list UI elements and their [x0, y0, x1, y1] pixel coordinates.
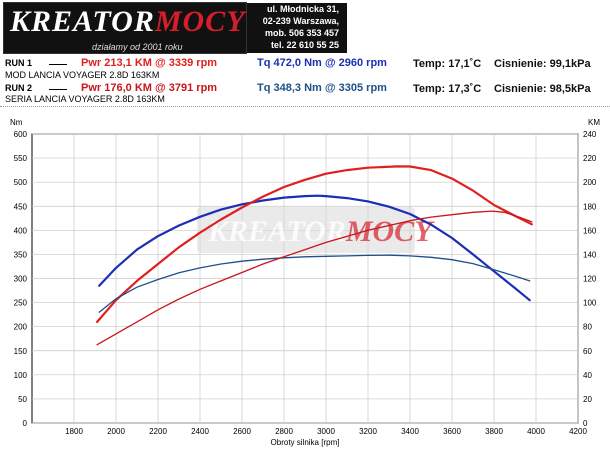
y-right-tick-label: 0 — [583, 419, 588, 428]
logo-brand-left: KREATOR — [10, 5, 155, 38]
x-tick-label: 3400 — [401, 427, 419, 436]
x-tick-label: 3800 — [485, 427, 503, 436]
header-separator — [0, 106, 610, 107]
chart-watermark: KREATORMOCY — [197, 207, 435, 253]
y-left-tick-label: 450 — [14, 202, 28, 211]
run1-label: RUN 1 — [5, 58, 33, 68]
y-right-tick-label: 80 — [583, 323, 592, 332]
y-left-tick-label: 100 — [14, 371, 28, 380]
run2-torque: Tq 348,3 Nm @ 3305 rpm — [257, 82, 387, 94]
x-tick-label: 1800 — [65, 427, 83, 436]
run1-temp: Temp: 17,1˚C — [413, 58, 482, 70]
y-right-tick-label: 20 — [583, 395, 592, 404]
dyno-chart: 0 50 100 150 200 250 300 350 400 450 500 550 600 0 20 4… — [10, 118, 600, 447]
y-right-tick-label: 220 — [583, 154, 597, 163]
run1-power: Pwr 213,1 KM @ 3339 rpm — [81, 57, 218, 69]
y-left-tick-label: 150 — [14, 347, 28, 356]
x-tick-label: 3600 — [443, 427, 461, 436]
run2-power: Pwr 176,0 KM @ 3791 rpm — [81, 82, 218, 94]
contact-phone: tel. 22 610 55 25 — [270, 40, 339, 50]
run2-pressure: Cisnienie: 98,5kPa — [494, 83, 591, 95]
y-right-tick-label: 200 — [583, 178, 597, 187]
run2-label: RUN 2 — [5, 83, 33, 93]
y-right-tick-label: 40 — [583, 371, 592, 380]
y-left-tick-label: 500 — [14, 178, 28, 187]
y-right-tick-label: 60 — [583, 347, 592, 356]
watermark-text: KREATORMOCY — [207, 215, 435, 248]
logo-brand-right: MOCY — [154, 5, 246, 38]
right-axis-unit: KM — [588, 118, 600, 127]
y-left-tick-label: 250 — [14, 299, 28, 308]
x-tick-label: 2800 — [275, 427, 293, 436]
chart-grid — [31, 133, 579, 424]
watermark-plate — [197, 207, 415, 253]
run1-line-symbol — [49, 64, 67, 65]
contact-address: ul. Młodnicka 31, — [266, 4, 339, 14]
left-axis-unit: Nm — [10, 118, 23, 127]
watermark-right: MOCY — [345, 215, 435, 248]
run2-name: SERIA LANCIA VOYAGER 2.8D 163KM — [5, 94, 165, 104]
logo-brand: KREATORMOCY — [10, 5, 245, 39]
run1-torque: Tq 472,0 Nm @ 2960 rpm — [257, 57, 387, 69]
run1-pressure: Cisnienie: 99,1kPa — [494, 58, 591, 70]
y-right-tick-label: 240 — [583, 130, 597, 139]
x-tick-label: 2600 — [233, 427, 251, 436]
y-left-tick-label: 200 — [14, 323, 28, 332]
chart-labels: Nm KM Obroty silnika [rpm] — [10, 118, 600, 447]
y-right-tick-label: 100 — [583, 299, 597, 308]
x-tick-label: 3200 — [359, 427, 377, 436]
x-tick-label: 2400 — [191, 427, 209, 436]
watermark-left: KREATOR — [207, 215, 346, 248]
run1-power-series — [95, 165, 533, 323]
run2-torque-series — [98, 254, 531, 313]
y-left-tick-label: 600 — [14, 130, 28, 139]
y-right-tick-label: 120 — [583, 275, 597, 284]
contact-city: 02-239 Warszawa, — [262, 16, 339, 26]
chart-axes: 0 50 100 150 200 250 300 350 400 450 500 550 600 0 20 4… — [14, 130, 597, 436]
y-right-tick-label: 160 — [583, 226, 597, 235]
chart-series — [95, 165, 533, 346]
x-tick-label: 2000 — [107, 427, 125, 436]
y-left-tick-label: 400 — [14, 226, 28, 235]
x-tick-label: 2200 — [149, 427, 167, 436]
contact-mobile: mob. 506 353 457 — [264, 28, 339, 38]
y-right-tick-label: 140 — [583, 250, 597, 259]
run2-temp: Temp: 17,3˚C — [413, 83, 482, 95]
run1-name: MOD LANCIA VOYAGER 2.8D 163KM — [5, 70, 160, 80]
y-left-tick-label: 50 — [18, 395, 27, 404]
y-left-tick-label: 350 — [14, 250, 28, 259]
run1-torque-series — [98, 194, 531, 302]
y-left-tick-label: 300 — [14, 275, 28, 284]
y-right-tick-label: 180 — [583, 202, 597, 211]
x-tick-label: 4000 — [527, 427, 545, 436]
run2-line-symbol — [49, 89, 67, 90]
x-tick-label: 4200 — [569, 427, 587, 436]
contact-box: ul. Młodnicka 31, 02-239 Warszawa, mob. … — [247, 3, 347, 53]
logo: KREATORMOCY działamy od 2001 roku — [3, 2, 247, 54]
logo-tagline: działamy od 2001 roku — [92, 42, 183, 52]
y-left-tick-label: 0 — [23, 419, 28, 428]
y-left-tick-label: 550 — [14, 154, 28, 163]
run2-power-series — [96, 210, 533, 346]
run-legend: RUN 1 MOD LANCIA VOYAGER 2.8D 163KM Pwr … — [0, 55, 610, 104]
x-tick-label: 3000 — [317, 427, 335, 436]
x-axis-label: Obroty silnika [rpm] — [271, 438, 340, 447]
